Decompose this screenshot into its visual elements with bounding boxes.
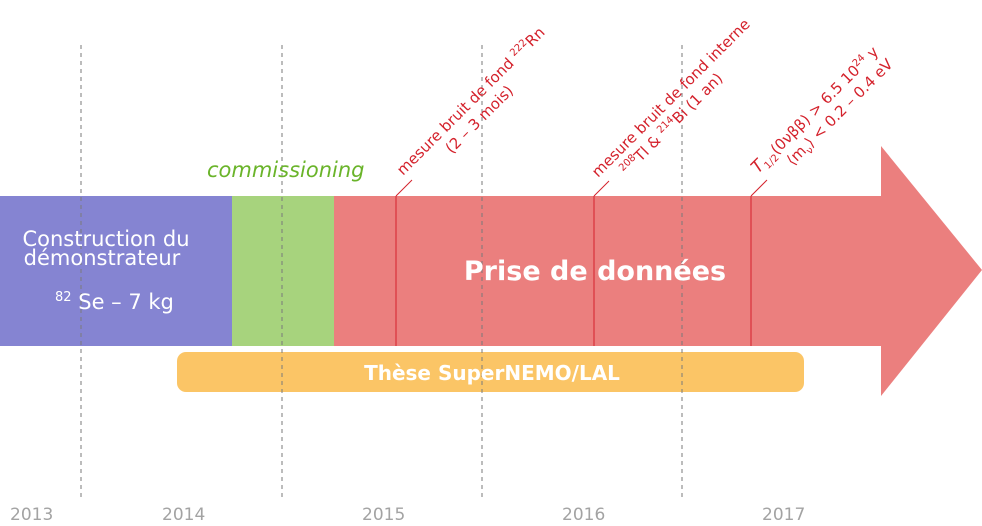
- construction-bar: [0, 196, 233, 346]
- construction-label-line2: démonstrateur: [24, 246, 181, 270]
- milestone-leader-radon: [395, 179, 413, 197]
- year-label-2015: 2015: [362, 505, 405, 525]
- data-taking-bar: [334, 196, 882, 346]
- year-label-2016: 2016: [562, 505, 605, 525]
- milestone-leader-internal: [593, 180, 610, 197]
- milestone-radon-line1-text: mesure bruit de fond: [393, 51, 521, 179]
- milestone-internal-label: mesure bruit de fond interne 208Tl & 214…: [588, 15, 754, 181]
- milestone-sensitivity-label: T1/2(0νββ) > 6.5 1024 y ⟨mν⟩ < 0.2 – 0.4…: [747, 42, 897, 179]
- data-taking-label: Prise de données: [464, 256, 726, 287]
- year-label-2014: 2014: [162, 505, 205, 525]
- construction-mass-superscript: 82: [55, 290, 72, 305]
- milestone-internal-line1: mesure bruit de fond interne: [588, 15, 754, 181]
- construction-mass-label: 82 Se – 7 kg: [55, 282, 174, 314]
- year-label-2013: 2013: [10, 505, 53, 525]
- construction-label-line1: Construction du: [22, 227, 189, 251]
- milestone-radon-line1: mesure bruit de fond 222Rn: [393, 23, 548, 178]
- commissioning-bar: [232, 196, 335, 346]
- milestone-sensitivity-line1: T1/2(0νββ) > 6.5 1024 y: [747, 42, 884, 179]
- year-label-2017: 2017: [762, 505, 805, 525]
- data-taking-arrow-head: [881, 146, 982, 396]
- thesis-bar: [177, 352, 804, 392]
- construction-mass-text: Se – 7 kg: [78, 290, 174, 314]
- commissioning-label: commissioning: [207, 158, 365, 182]
- thesis-label: Thèse SuperNEMO/LAL: [364, 361, 620, 385]
- milestone-leader-sensitivity: [750, 179, 768, 197]
- milestone-radon-label: mesure bruit de fond 222Rn (2 – 3 mois): [393, 23, 548, 178]
